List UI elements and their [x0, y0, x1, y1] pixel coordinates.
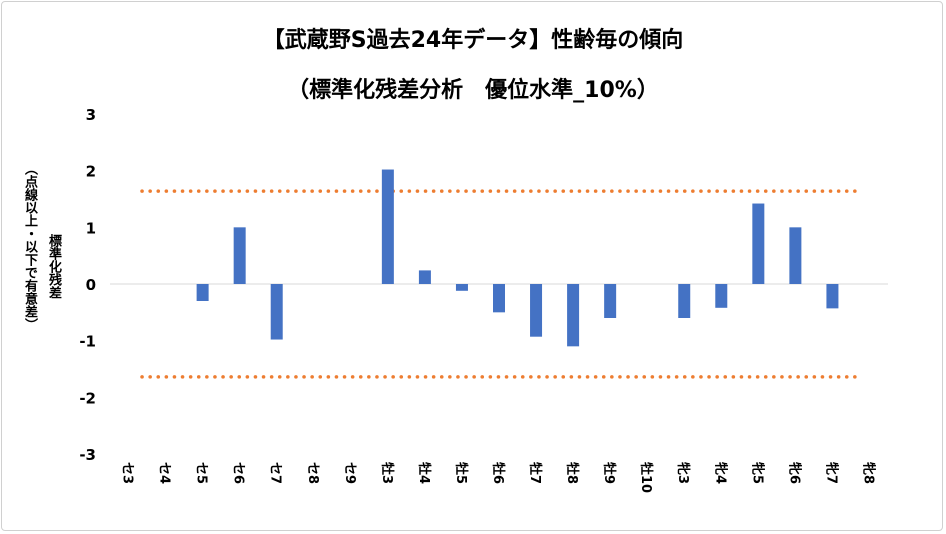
x-tick-label: 牡3	[379, 462, 395, 484]
x-tick-label: セ7	[268, 462, 283, 484]
bar-牝7	[826, 284, 839, 309]
bar-牝6	[789, 227, 802, 284]
x-tick-label: 牝4	[712, 462, 728, 484]
bar-牡4	[418, 270, 431, 284]
bar-セ5	[196, 284, 209, 301]
x-tick-label: セ6	[231, 462, 246, 484]
y-axis-label-note: （点線以上・以下で有意差）	[22, 162, 37, 331]
bar-牡8	[567, 284, 580, 347]
bar-牡9	[604, 284, 617, 318]
x-tick-label: 牡8	[564, 462, 580, 484]
x-tick-label: セ5	[194, 462, 209, 484]
x-tick-label: 牝7	[823, 462, 839, 484]
x-tick-label: セ8	[305, 462, 320, 484]
bar-牡5	[455, 284, 468, 291]
y-tick-label: -3	[79, 446, 96, 464]
x-tick-label: 牝5	[749, 462, 765, 484]
bar-セ7	[270, 284, 283, 340]
y-tick-label: 2	[86, 163, 96, 181]
x-tick-label: セ9	[342, 462, 357, 484]
bar-牝3	[678, 284, 691, 318]
bar-牝4	[715, 284, 728, 308]
x-tick-label: 牡10	[638, 462, 654, 493]
x-tick-label: 牝3	[675, 462, 691, 484]
x-tick-label: 牡9	[601, 462, 617, 484]
chart-subtitle: （標準化残差分析 優位水準_10%）	[287, 78, 659, 103]
x-tick-label: 牡6	[490, 462, 506, 484]
y-tick-label: -2	[79, 389, 96, 407]
x-tick-label: 牝6	[786, 462, 802, 484]
x-tick-label: 牡5	[453, 462, 469, 484]
bar-セ6	[233, 227, 246, 284]
y-tick-label: 3	[86, 106, 96, 124]
x-tick-label: 牝8	[860, 462, 876, 484]
x-tick-label: 牡4	[416, 462, 432, 484]
bar-牡6	[493, 284, 505, 313]
y-tick-label: 0	[86, 276, 96, 294]
x-tick-label: 牡7	[527, 462, 543, 484]
bar-牡3	[381, 169, 394, 284]
y-tick-label: 1	[86, 219, 96, 237]
y-axis-label: 標準化残差 （点線以上・以下で有意差）	[14, 156, 62, 416]
bar-牡7	[530, 284, 543, 337]
chart-title: 【武蔵野S過去24年データ】性齢毎の傾向	[262, 28, 684, 53]
y-tick-label: -1	[79, 333, 96, 351]
y-axis-label-main: 標準化残差	[46, 234, 61, 299]
x-tick-label: セ3	[120, 462, 135, 484]
x-tick-label: セ4	[157, 462, 172, 484]
bar-牝5	[752, 203, 765, 284]
